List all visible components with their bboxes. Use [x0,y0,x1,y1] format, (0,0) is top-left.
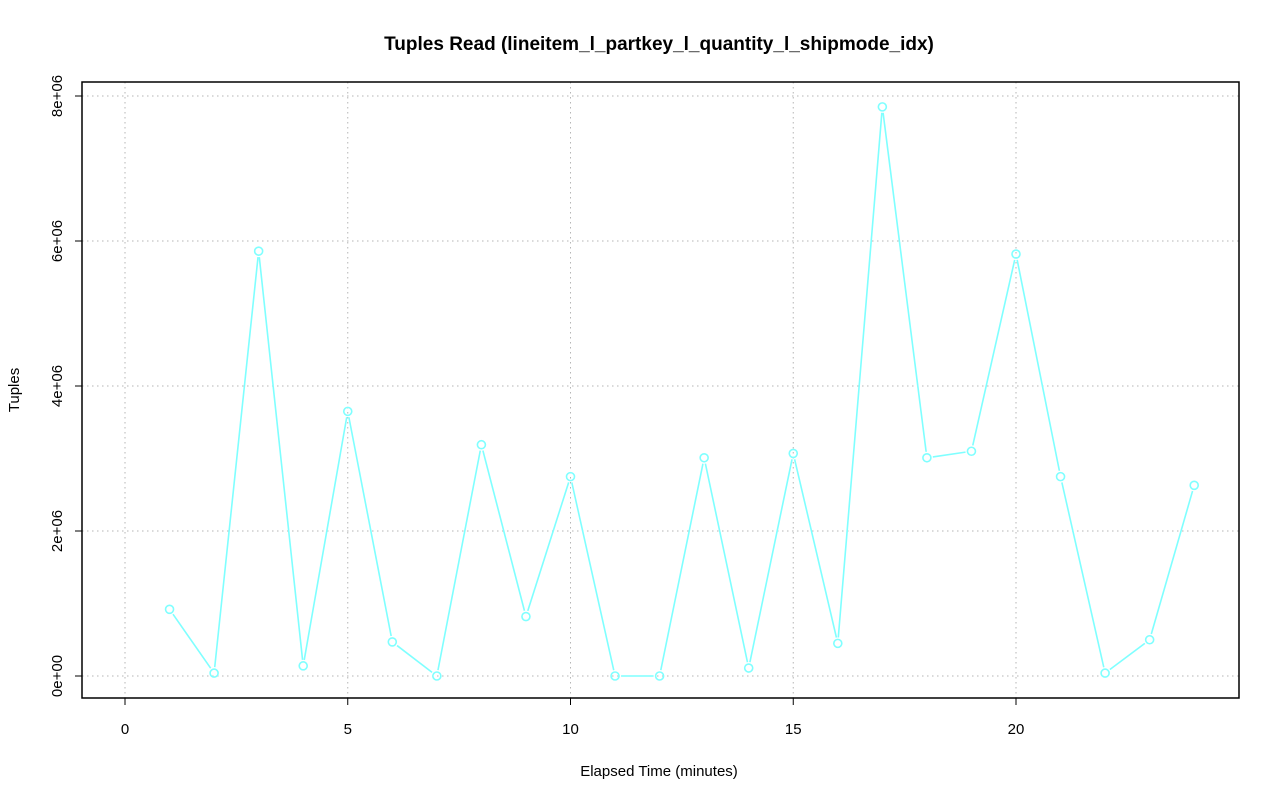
data-point [743,663,754,673]
series-line-segment [1109,642,1146,671]
y-tick-label: 0e+00 [49,655,66,697]
data-point [298,661,309,671]
series-line-segment [882,112,927,452]
data-point [832,638,843,649]
series-line-segment [793,459,838,638]
x-axis-title: Elapsed Time (minutes) [580,763,738,780]
data-point [521,611,531,622]
data-point [877,102,888,112]
series-line-segment [213,257,259,668]
series-line-segment [172,613,212,669]
plot-frame [81,81,1240,699]
data-point [966,446,977,457]
data-point [654,671,665,681]
series-line-segment [258,257,304,660]
data-point [565,471,576,482]
y-tick-label: 8e+06 [49,75,66,117]
series-line-segment [1016,259,1061,471]
x-tick-label: 20 [1008,721,1025,738]
y-tick-label: 2e+06 [49,510,66,552]
chart-title: Tuples Read (lineitem_l_partkey_l_quanti… [384,34,934,55]
y-axis-title: Tuples [6,368,23,412]
data-point [922,452,932,463]
data-point [253,246,264,256]
data-point [1055,471,1066,482]
data-point [476,439,487,450]
series-line-segment [527,482,570,612]
data-point [387,637,398,647]
series-line-segment [1061,482,1105,668]
x-axis: 0 5 10 15 20 [121,697,1025,738]
series-line-segment [482,450,526,611]
series-line-segment [437,450,482,671]
x-tick-label: 10 [562,721,579,738]
series-line-segment [749,459,793,663]
grid-lines [82,82,1239,698]
series-line-segment [837,112,883,638]
data-series [164,102,1199,681]
y-tick-label: 4e+06 [49,365,66,407]
data-point [432,671,442,681]
data-point [788,448,799,459]
data-point [342,406,353,417]
x-tick-label: 0 [121,721,129,738]
x-tick-label: 5 [344,721,352,738]
series-line-segment [348,417,392,637]
data-point [1189,480,1199,491]
data-point [209,668,219,678]
series-line-segment [971,259,1016,446]
data-point [1100,668,1110,678]
y-tick-label: 6e+06 [49,220,66,262]
y-axis: 0e+00 2e+06 4e+06 6e+06 8e+06 [49,75,83,697]
series-line-segment [303,417,348,661]
series-line-segment [571,482,615,671]
series-line-segment [932,451,966,458]
series-line-segment [660,463,704,671]
data-point [1144,634,1155,645]
data-point [164,604,175,615]
data-point [610,671,620,681]
series-line-segment [1150,490,1194,635]
data-point [699,452,709,463]
data-point [1011,249,1021,259]
series-line-segment [704,463,749,663]
x-tick-label: 15 [785,721,802,738]
series-line-segment [396,644,433,673]
